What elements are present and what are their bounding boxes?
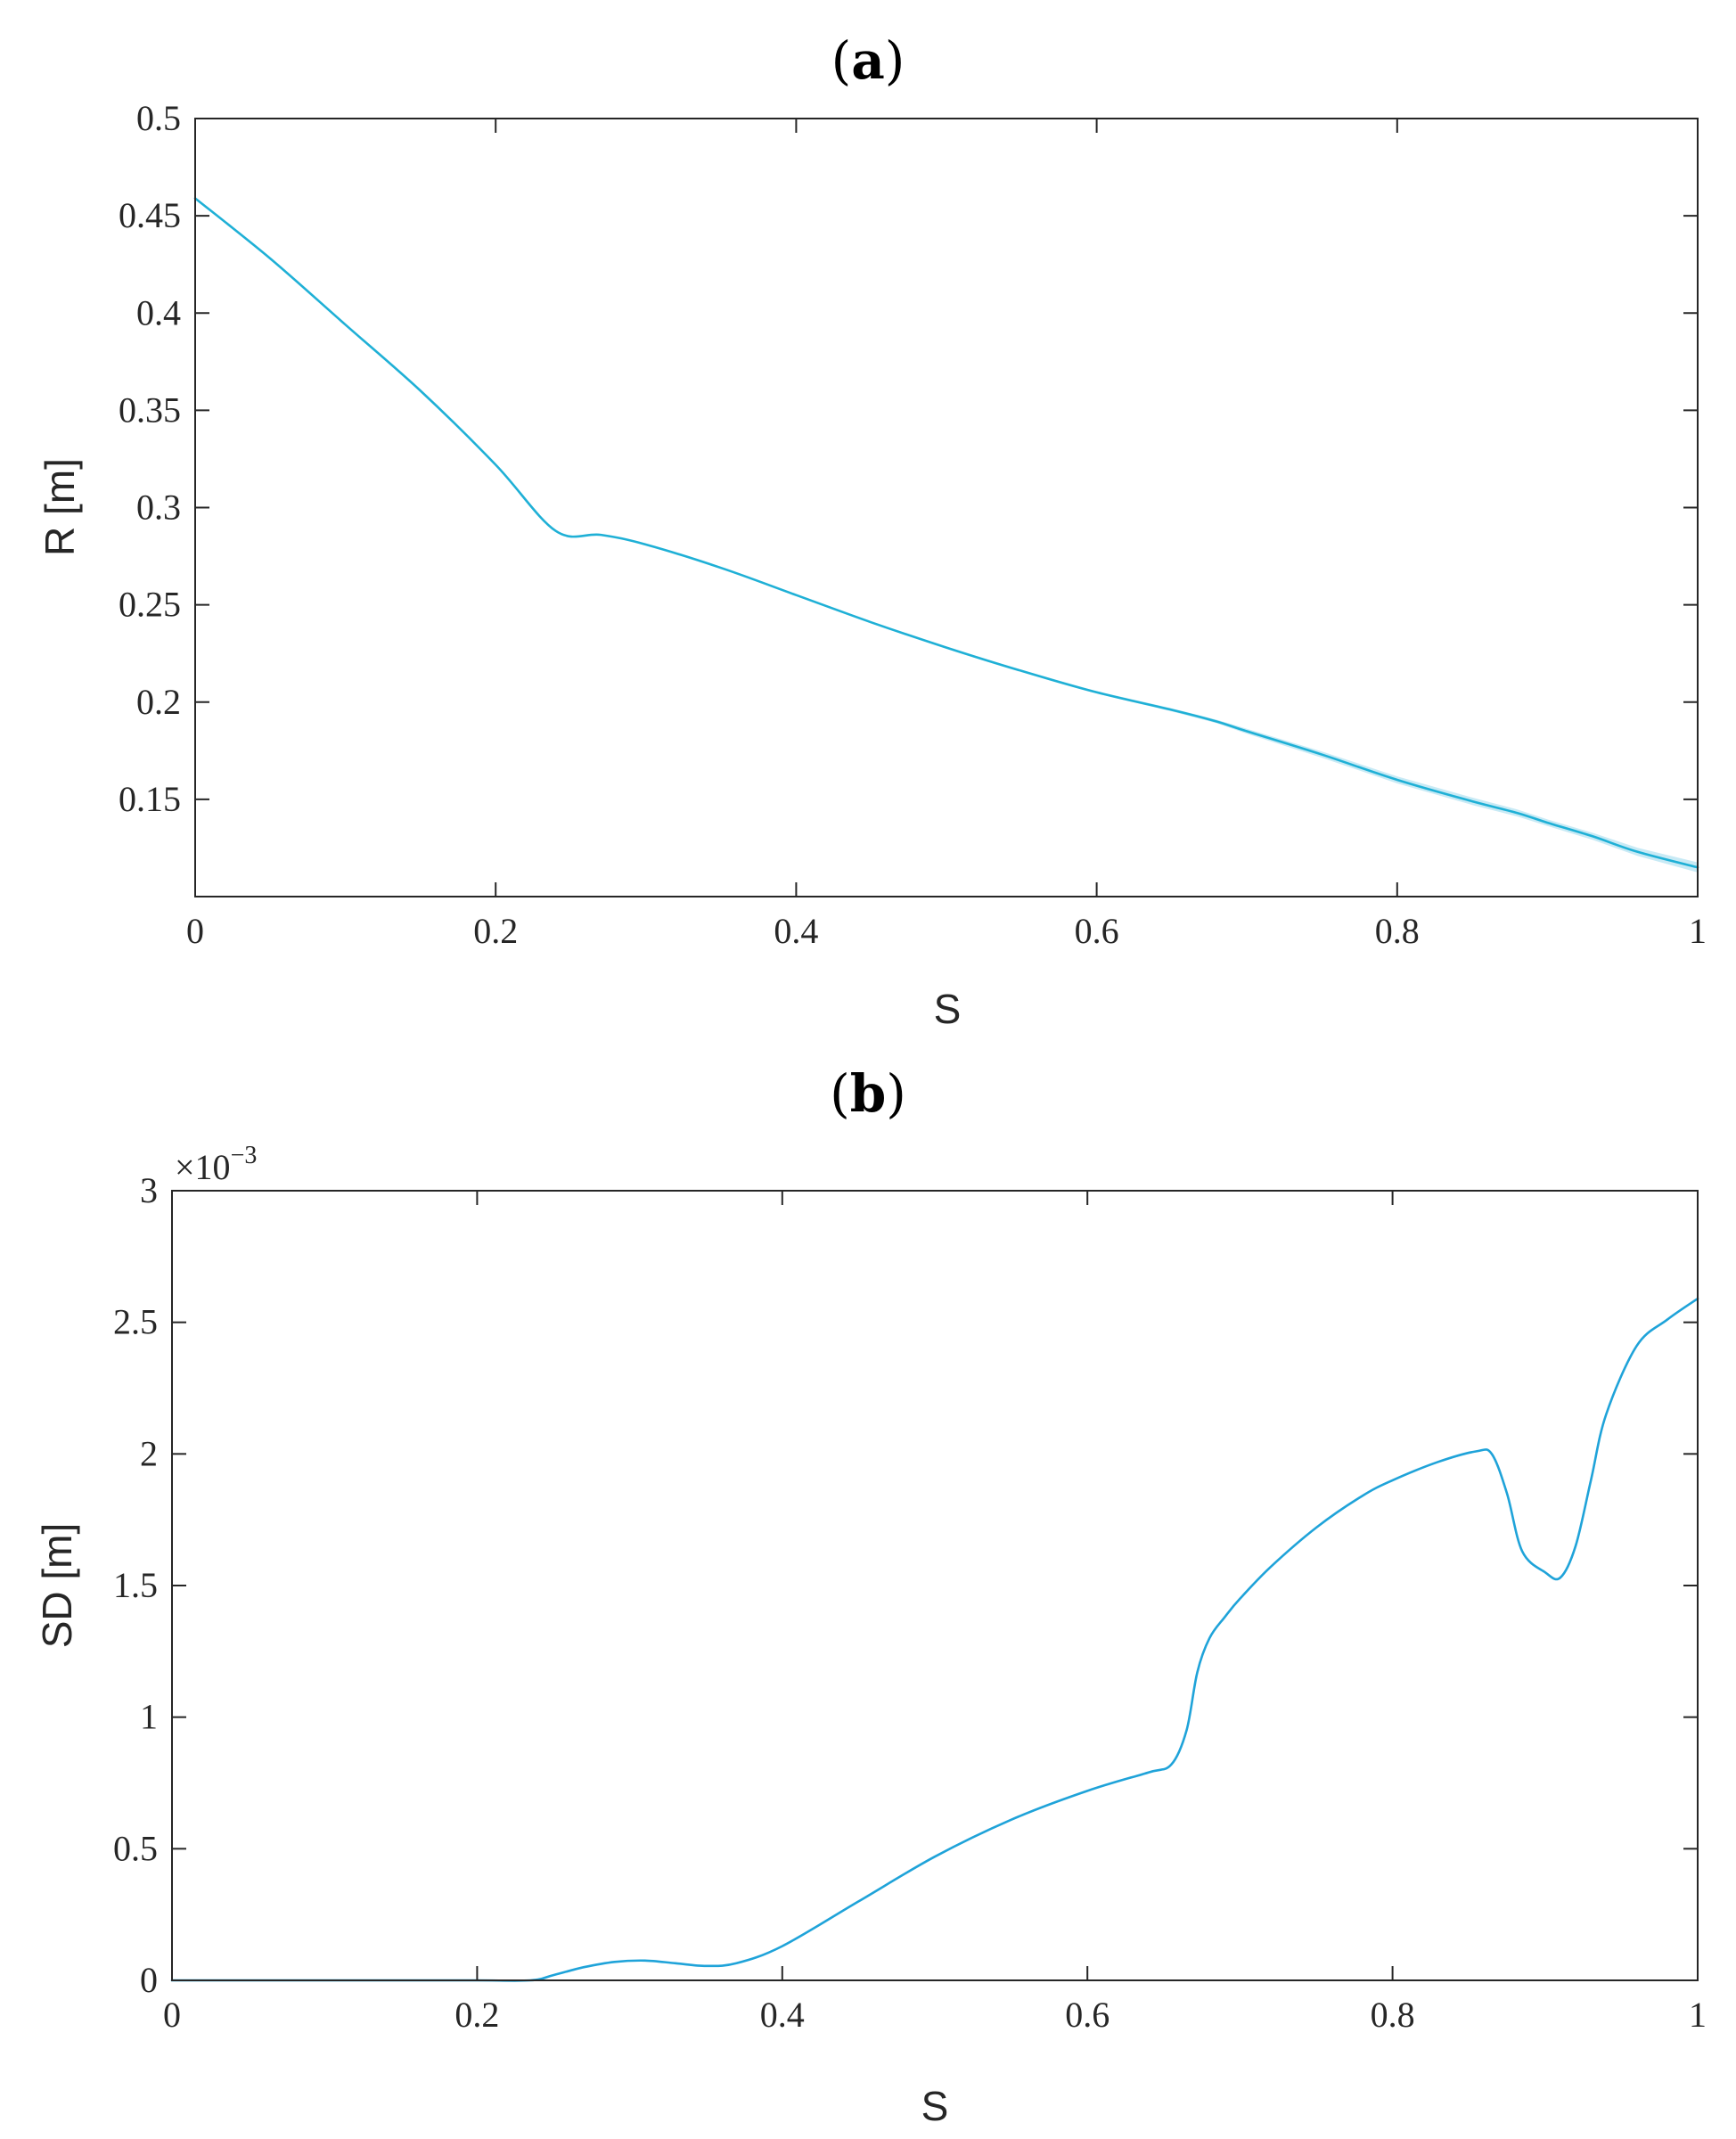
panel-a-x-axis-label: S [934,986,962,1032]
panel-b: (b) ×10−3 0 0.2 0.4 0.6 0.8 100.511.522.53 S … [34,1063,1707,2129]
panel-b-axis-multiplier-base: ×10 [175,1147,231,1187]
panel-b-x-tick-label: 1 [1689,1995,1707,2035]
panel-a-x-tick-label: 0.6 [1075,911,1119,951]
panel-a-y-tick-label: 0.4 [136,292,181,332]
panel-b-label: b [850,1063,887,1124]
panel-b-title: (b) [830,1063,906,1124]
panel-b-axis-multiplier-exp: −3 [231,1142,258,1169]
panel-b-y-tick-label: 3 [140,1170,158,1210]
panel-b-y-tick-label: 2.5 [113,1302,158,1342]
panel-a-label: a [851,30,885,91]
panel-a: (a) 0 0.2 0.4 0.6 0.8 10.150.20.250.30.350.40… [37,30,1707,1032]
panel-a-y-tick-label: 0.45 [119,195,181,235]
panel-b-y-tick-label: 0.5 [113,1828,158,1868]
panel-b-x-tick-label: 0.6 [1065,1995,1110,2035]
panel-a-y-tick-label: 0.2 [136,682,181,722]
panel-b-y-axis-label: SD [m] [34,1523,80,1649]
panel-b-x-tick-label: 0 [163,1995,181,2035]
panel-b-plot-area [170,1297,1699,1982]
panel-a-y-tick-label: 0.3 [136,488,181,528]
panel-b-y-tick-label: 0 [140,1960,158,2000]
panel-a-confidence-band [195,198,1698,873]
panel-b-y-tick-label: 1 [140,1697,158,1737]
panel-a-plot-area [193,197,1699,873]
panel-a-axes-frame [194,118,1699,897]
panel-a-y-tick-label: 0.5 [136,98,181,138]
panel-b-axis-multiplier: ×10−3 [175,1142,257,1187]
panel-a-y-axis-label: R [m] [37,458,83,556]
panel-a-title: (a) [831,30,905,91]
panel-a-x-tick-label: 0 [186,911,204,951]
panel-a-series-line [193,197,1699,869]
panel-a-y-tick-label: 0.25 [119,585,181,625]
panel-a-x-tick-label: 1 [1689,911,1707,951]
panel-a-ticks: 0 0.2 0.4 0.6 0.8 1 0.15 0.2 0.25 0.3 0.35 0.4 0.45 0… [119,98,1707,951]
panel-b-x-axis-label: S [921,2083,949,2129]
panel-b-y-tick-label: 1.5 [113,1565,158,1605]
panel-a-x-tick-label: 0.4 [774,911,818,951]
panel-a-x-tick-label: 0.8 [1375,911,1420,951]
panel-a-x-tick-label: 0.2 [473,911,518,951]
panel-a-y-tick-label: 0.15 [119,779,181,819]
panel-b-axes-frame [171,1190,1699,1981]
panel-a-y-tick-label: 0.35 [119,389,181,430]
panel-b-y-tick-label: 2 [140,1433,158,1473]
panel-b-x-tick-label: 0.2 [454,1995,499,2035]
panel-b-ticks: 0 0.2 0.4 0.6 0.8 1 0 0.5 1 1.5 2 2.5 3 [113,1170,1707,2035]
panel-b-series-line [170,1297,1699,1982]
panel-b-x-tick-label: 0.4 [760,1995,805,2035]
panel-b-x-tick-label: 0.8 [1371,1995,1415,2035]
